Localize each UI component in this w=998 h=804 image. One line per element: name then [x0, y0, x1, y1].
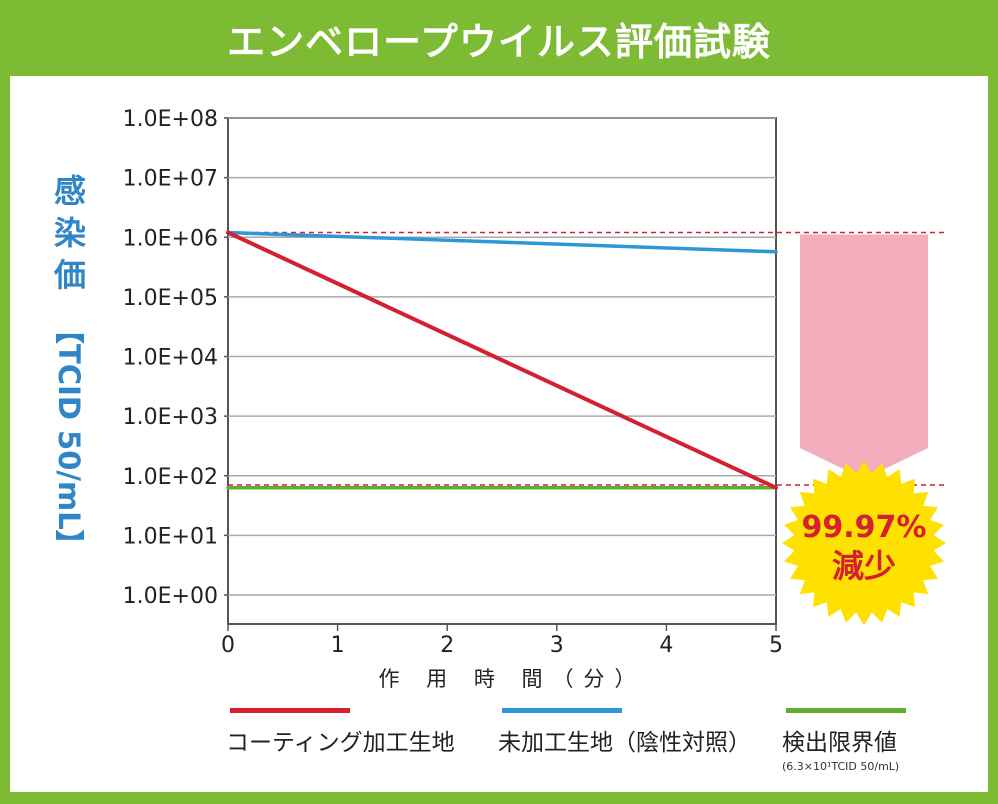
legend-item-untreated: 未加工生地（陰性対照） [498, 708, 751, 757]
y-tick-label: 1.0E+07 [123, 167, 218, 192]
y-tick-label: 1.0E+08 [123, 107, 218, 132]
y-tick-label: 1.0E+04 [123, 346, 218, 371]
x-tick-label: 4 [659, 633, 673, 658]
title-bar: エンベロープウイルス評価試験 [0, 0, 998, 76]
legend-swatch-coated [230, 708, 350, 713]
y-tick-label: 1.0E+06 [123, 226, 218, 251]
x-tick-label: 3 [550, 633, 564, 658]
legend-item-coated: コーティング加工生地 [226, 708, 455, 757]
y-tick-label: 1.0E+03 [123, 405, 218, 430]
y-tick-label: 1.0E+01 [123, 524, 218, 549]
reduction-label: 減少 [832, 547, 896, 585]
y-axis-label-text: 感 染 価 [53, 172, 86, 294]
legend-note-detection: (6.3×10¹TCID 50/mL) [782, 760, 900, 773]
x-tick-label: 2 [440, 633, 454, 658]
y-tick-label: 1.0E+02 [123, 465, 218, 490]
y-axis-label-main: 感 染 価 [40, 170, 100, 296]
legend-swatch-untreated [502, 708, 622, 713]
reduction-arrow [800, 234, 928, 479]
x-tick-label: 5 [769, 633, 783, 658]
legend-swatch-detection [786, 708, 906, 713]
y-tick-label: 1.0E+00 [123, 584, 218, 609]
plot-area [227, 117, 777, 625]
x-tick-label: 1 [331, 633, 345, 658]
legend-item-detection: 検出限界値 (6.3×10¹TCID 50/mL) [782, 708, 906, 773]
legend-label-coated: コーティング加工生地 [226, 730, 455, 756]
legend-label-untreated: 未加工生地（陰性対照） [498, 730, 751, 756]
legend: コーティング加工生地 未加工生地（陰性対照） 検出限界値 (6.3×10¹TCI… [0, 708, 998, 788]
reduction-badge [782, 461, 946, 625]
legend-label-detection: 検出限界値 [782, 730, 897, 756]
chart-title: エンベロープウイルス評価試験 [227, 19, 771, 64]
x-axis-label: 作 用 時 間（分） [378, 667, 645, 691]
series-line-coated [226, 230, 778, 490]
y-tick-label: 1.0E+05 [123, 286, 218, 311]
series-line-untreated [226, 230, 778, 254]
reduction-percent: 99.97% [802, 510, 927, 545]
x-tick-label: 0 [221, 633, 235, 658]
y-axis-label: 感 染 価 【TCID 50/mL】 [40, 170, 100, 570]
